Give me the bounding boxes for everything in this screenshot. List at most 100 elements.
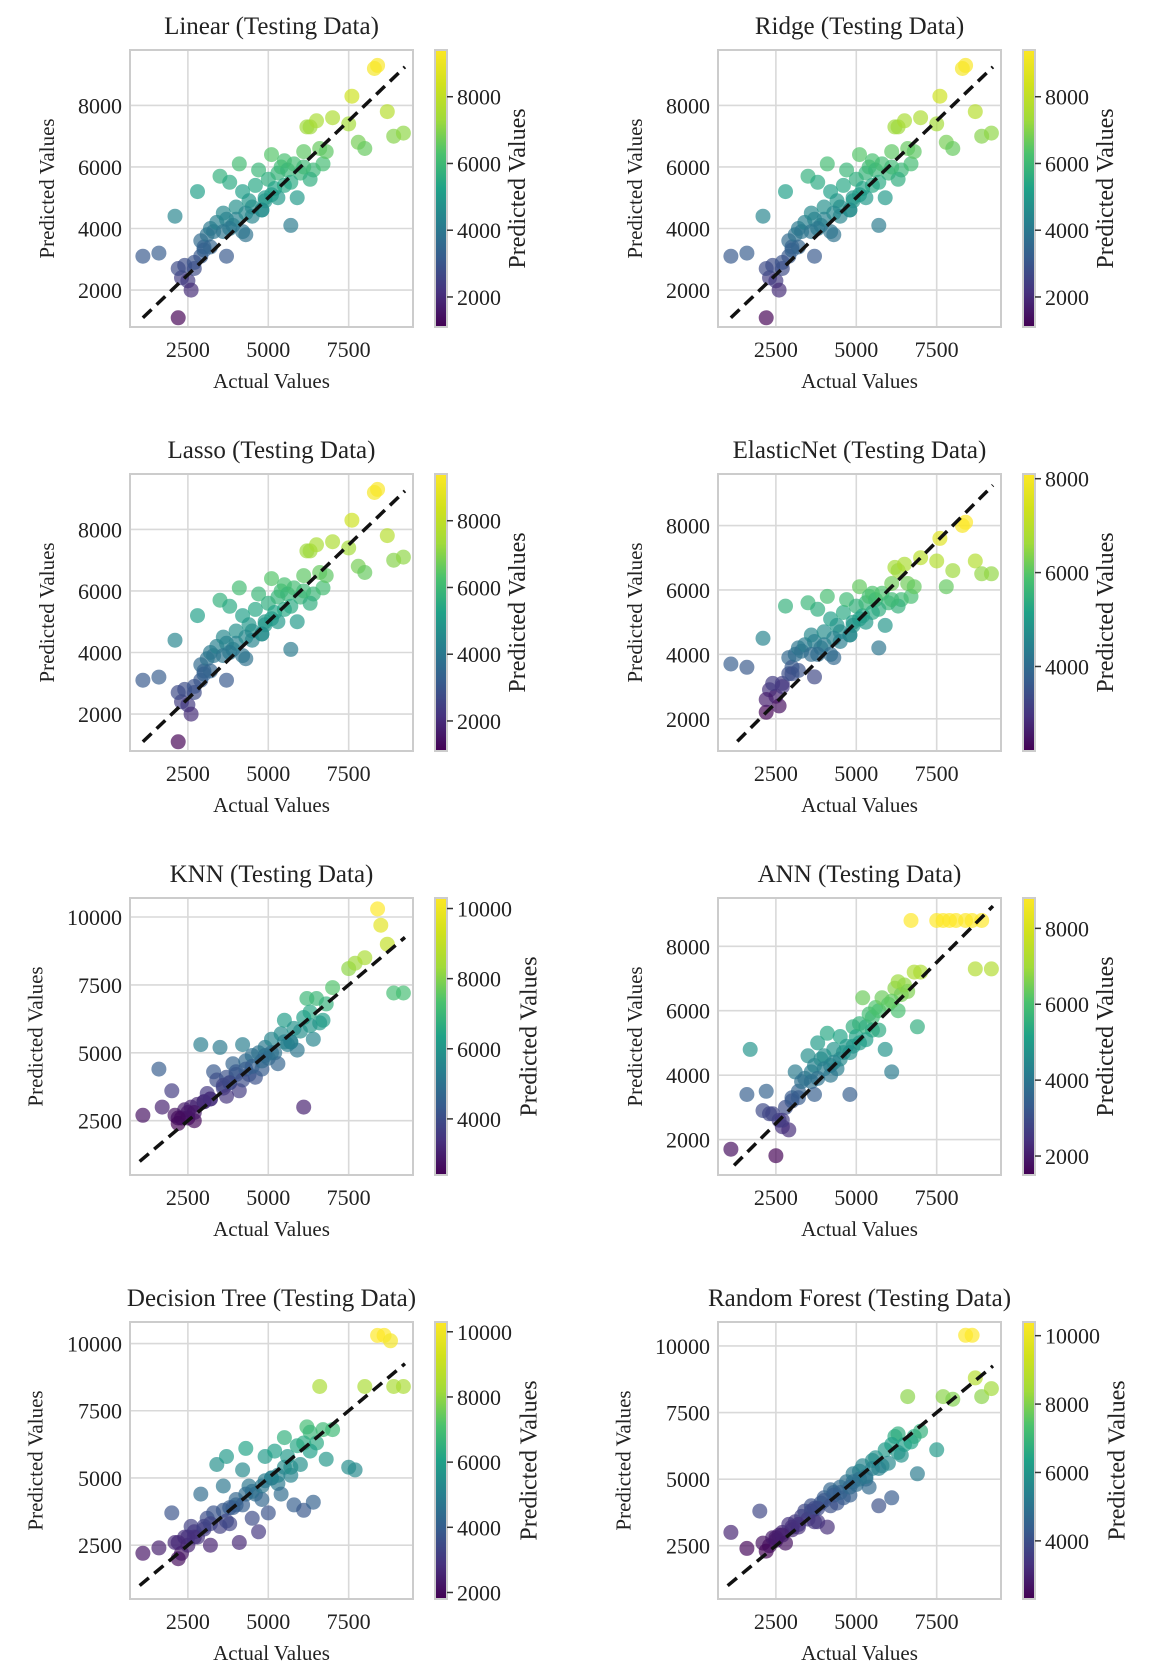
data-point: [974, 913, 990, 928]
subplot: 2500 5000 7500 2500 5000 7500 10000 Random Fore…: [612, 1285, 1012, 1665]
data-point: [135, 1545, 151, 1561]
colorbar-tick-label: 4000: [1045, 1529, 1089, 1554]
data-point: [235, 1462, 251, 1478]
colorbar-gradient: [1022, 1321, 1036, 1600]
x-axis-label: Actual Values: [213, 793, 330, 817]
data-point: [190, 184, 205, 200]
y-tick-label: 7500: [666, 1401, 710, 1426]
colorbar-gradient: [434, 897, 448, 1176]
data-point: [267, 1443, 283, 1459]
data-point: [167, 632, 183, 648]
colorbar-gradient: [434, 473, 448, 752]
data-point: [186, 678, 202, 694]
data-point: [170, 310, 186, 326]
colorbar-label: Predicted Values: [1105, 1380, 1131, 1540]
x-axis-label: Actual Values: [213, 1641, 330, 1665]
y-axis-label: Predicted Values: [35, 118, 59, 258]
data-point: [289, 614, 305, 630]
x-tick-label: 5000: [834, 1185, 878, 1210]
data-point: [151, 669, 167, 685]
data-point: [264, 147, 279, 163]
y-tick-label: 2500: [78, 1109, 122, 1134]
y-tick-label: 6000: [78, 579, 122, 604]
data-point: [305, 1031, 321, 1047]
data-point: [810, 601, 826, 617]
data-point: [231, 580, 247, 596]
subplot-title: Decision Tree (Testing Data): [127, 1285, 416, 1312]
data-point: [167, 208, 183, 224]
x-tick-label: 2500: [754, 1185, 798, 1210]
data-point: [983, 566, 999, 582]
subplot-title: Ridge (Testing Data): [755, 13, 964, 40]
colorbar-tick-label: 4000: [1045, 1068, 1089, 1093]
data-point: [958, 57, 974, 73]
data-point: [154, 1099, 170, 1115]
data-point: [231, 156, 247, 172]
data-point: [884, 576, 900, 591]
data-point: [810, 1070, 826, 1086]
reference-line: [138, 1362, 407, 1587]
colorbar-gradient: [1022, 473, 1036, 752]
data-point: [823, 1498, 839, 1514]
y-tick-label: 4000: [666, 217, 710, 242]
colorbar-tick-label: 8000: [457, 85, 501, 110]
data-point: [325, 110, 341, 126]
data-point: [929, 1442, 945, 1458]
data-point: [151, 1061, 167, 1077]
data-point: [967, 104, 983, 120]
data-point: [877, 1041, 893, 1057]
x-axis-label: Actual Values: [801, 1217, 918, 1241]
subplot: 2500 5000 7500 2000 4000 6000 8000 Lasso (Testi…: [35, 437, 414, 817]
colorbar-tick-label: 4000: [457, 642, 501, 667]
data-point: [357, 141, 373, 156]
data-point: [315, 156, 331, 172]
data-point: [193, 1486, 209, 1502]
data-point: [395, 985, 411, 1001]
y-tick-label: 8000: [666, 934, 710, 959]
y-tick-label: 7500: [78, 1399, 122, 1424]
y-tick-label: 5000: [666, 1467, 710, 1492]
data-point: [370, 901, 386, 917]
data-point: [325, 980, 341, 996]
data-point: [852, 147, 867, 163]
reference-line: [141, 489, 407, 744]
subplot: 2500 5000 7500 2000 4000 6000 8000 ElasticNet (…: [623, 437, 1002, 817]
data-point: [877, 190, 893, 206]
subplot: 2500 5000 7500 2000 4000 6000 8000 Linear (Test…: [35, 13, 414, 393]
data-point: [273, 1486, 289, 1502]
colorbar-label: Predicted Values: [517, 1380, 543, 1540]
data-point: [344, 512, 360, 528]
data-point: [238, 629, 254, 645]
data-point: [135, 672, 151, 688]
data-point: [276, 177, 292, 193]
y-tick-label: 7500: [78, 973, 122, 998]
data-point: [202, 1516, 218, 1532]
data-point: [938, 579, 954, 595]
x-axis-label: Actual Values: [213, 369, 330, 393]
data-point: [807, 669, 822, 685]
data-point: [819, 156, 835, 172]
axes-frame: [717, 473, 1002, 752]
data-point: [170, 685, 186, 700]
axes-frame: [129, 897, 414, 1176]
data-point: [341, 116, 357, 132]
subplot: 2500 5000 7500 2000 4000 6000 8000 ANN (Testing…: [623, 861, 1002, 1241]
y-axis-label: Predicted Values: [35, 542, 59, 682]
colorbar-tick-label: 2000: [457, 285, 501, 310]
colorbar-tick-label: 8000: [1045, 85, 1089, 110]
data-point: [219, 1088, 234, 1104]
data-point: [842, 1045, 858, 1061]
data-point: [967, 1370, 983, 1386]
data-point: [929, 116, 945, 132]
colorbar-tick-label: 6000: [1045, 151, 1089, 176]
data-point: [312, 1379, 328, 1394]
data-point: [357, 1379, 373, 1394]
data-point: [283, 641, 299, 657]
x-tick-label: 5000: [246, 761, 290, 786]
colorbar-tick-label: 8000: [457, 509, 501, 534]
y-tick-label: 2000: [666, 278, 710, 303]
data-point: [193, 1037, 209, 1053]
colorbar: 4000 6000 8000 10000 Predicted Values: [434, 897, 543, 1176]
data-point: [238, 205, 254, 221]
data-point: [325, 534, 341, 550]
